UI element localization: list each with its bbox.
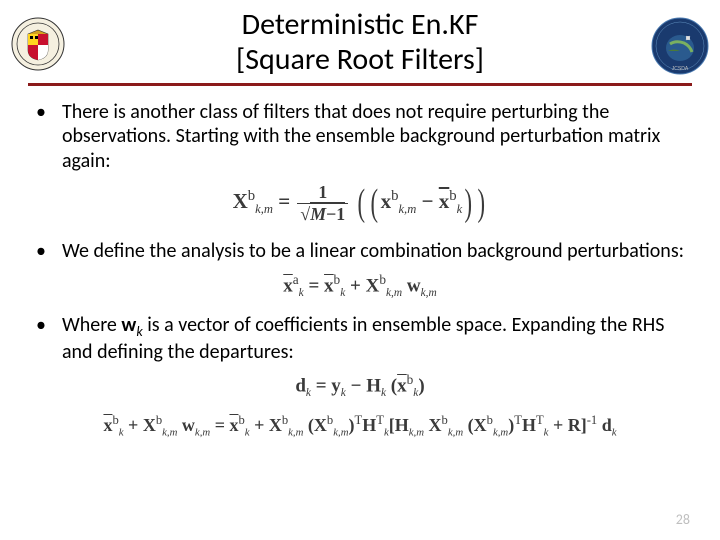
equation-2: xak = xbk + Xbk,m wk,m — [28, 272, 692, 299]
title-line-1: Deterministic En.KF — [242, 6, 479, 43]
equation-4: xbk + Xbk,m wk,m = xbk + Xbk,m (Xbk,m)TH… — [28, 413, 692, 439]
slide-title: Deterministic En.KF [Square Root Filters… — [28, 8, 692, 77]
slide-content: • There is another class of filters that… — [28, 86, 692, 439]
bullet-mark: • — [36, 100, 46, 173]
bullet-3-text: Where wk is a vector of coefficients in … — [62, 313, 692, 364]
eq1-fraction: 1 √M−1 — [297, 182, 348, 225]
bullet-1-text: There is another class of filters that d… — [62, 100, 692, 173]
bullet-2: • We define the analysis to be a linear … — [28, 239, 692, 263]
satellite-emblem-icon: JCSDA — [650, 16, 710, 76]
slide-container: JCSDA Deterministic En.KF [Square Root F… — [0, 0, 720, 540]
equation-1: Xbk,m = 1 √M−1 ((xbk,m − xbk)) — [28, 181, 692, 225]
svg-text:JCSDA: JCSDA — [672, 66, 689, 72]
bullet-mark: • — [36, 239, 46, 263]
page-number: 28 — [676, 511, 690, 528]
slide-header: JCSDA Deterministic En.KF [Square Root F… — [28, 8, 692, 86]
bullet-3: • Where wk is a vector of coefficients i… — [28, 313, 692, 364]
eq1-lhs: X — [233, 189, 248, 213]
university-seal-icon — [10, 16, 66, 72]
equation-3: dk = yk − Hk (xbk) — [28, 372, 692, 399]
bullet-1: • There is another class of filters that… — [28, 100, 692, 173]
bullet-2-text: We define the analysis to be a linear co… — [62, 239, 692, 263]
title-line-2: [Square Root Filters] — [236, 41, 484, 78]
bullet-mark: • — [36, 313, 46, 364]
